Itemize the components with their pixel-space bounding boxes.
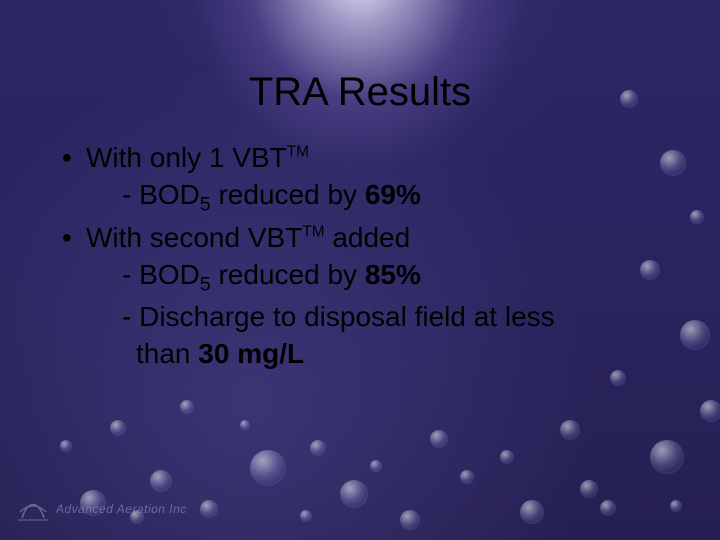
sub-subscript: 5 [200,194,211,216]
bubble [200,500,218,518]
bubble [370,460,382,472]
bullet-1-sub-1: - BOD5 reduced by 69% [60,177,660,218]
bullet-1-pre: With only 1 VBT [86,142,287,173]
sub-pre: BOD [139,179,200,210]
bubble [700,400,720,422]
bubble [560,420,580,440]
sub-mid: reduced by [211,259,365,290]
bubble [400,510,420,530]
logo-text: Advanced Aeration Inc [56,502,187,516]
sub-highlight: 30 mg/L [198,338,304,369]
bullet-dot: • [60,140,86,177]
bubble [600,500,616,516]
bullet-dot: • [60,220,86,257]
bubble [460,470,474,484]
bubble [580,480,598,498]
bullet-2-pre: With second VBT [86,222,302,253]
slide-body: • With only 1 VBTTM - BOD5 reduced by 69… [60,138,660,373]
bubble [300,510,312,522]
bubble [690,210,704,224]
bubble [150,470,172,492]
sub-text: BOD5 reduced by 69% [139,179,421,210]
bubble [500,450,514,464]
sub-subscript: 5 [200,274,211,296]
logo-mark-icon [18,496,48,522]
bubble [250,450,286,486]
bubble [430,430,448,448]
bubble [670,500,682,512]
bullet-2-post: added [325,222,411,253]
footer-logo: Advanced Aeration Inc [18,496,187,522]
bullet-2-sub-2-cont: than 30 mg/L [60,336,660,373]
bubble [60,440,72,452]
bullet-2-sub-2: - Discharge to disposal field at less [60,299,660,336]
bubble [650,440,684,474]
bullet-1: • With only 1 VBTTM [60,140,660,177]
bullet-2-sub-1: - BOD5 reduced by 85% [60,257,660,298]
bullet-1-text: With only 1 VBTTM [86,140,660,177]
sub-text: BOD5 reduced by 85% [139,259,421,290]
sub-mid: reduced by [211,179,365,210]
sub-pre: Discharge to disposal field at less [139,301,555,332]
bubble [340,480,368,508]
sub-dash: - [122,299,131,336]
sub-dash: - [122,177,131,214]
sub-pre: BOD [139,259,200,290]
bubble [310,440,326,456]
sub-cont: than [136,338,198,369]
bubble [240,420,250,430]
bubble [520,500,544,524]
bubble [660,150,686,176]
bullet-2: • With second VBTTM added [60,220,660,257]
bullet-2-text: With second VBTTM added [86,220,660,257]
sub-highlight: 85% [365,259,421,290]
bullet-1-sup: TM [287,144,309,161]
bubble [180,400,194,414]
bullet-2-sup: TM [302,224,324,241]
slide-title: TRA Results [0,70,720,115]
bubble [680,320,710,350]
bubble [110,420,126,436]
sub-dash: - [122,257,131,294]
sub-highlight: 69% [365,179,421,210]
slide: TRA Results • With only 1 VBTTM - BOD5 r… [0,0,720,540]
